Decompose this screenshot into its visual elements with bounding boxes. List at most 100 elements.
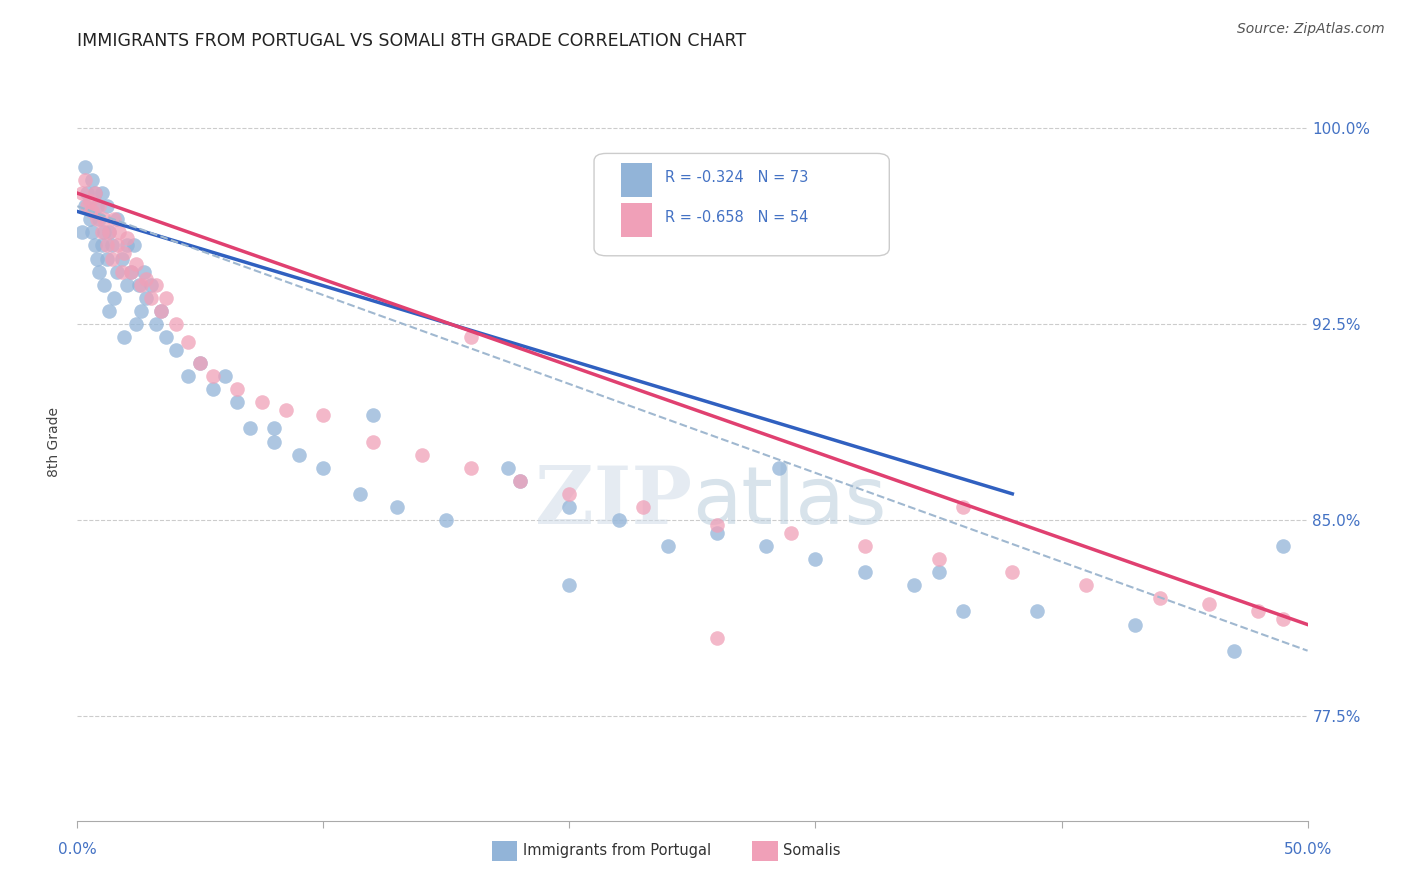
Point <box>928 552 950 566</box>
Point <box>79 212 101 227</box>
Point <box>349 487 371 501</box>
Point <box>150 303 173 318</box>
Point <box>903 578 925 592</box>
Point <box>952 500 974 514</box>
Point <box>633 500 655 514</box>
Point <box>188 356 212 370</box>
Point <box>263 434 285 449</box>
Point <box>112 330 135 344</box>
Point <box>76 186 98 201</box>
Point <box>98 226 121 240</box>
Point <box>755 539 778 553</box>
Point <box>177 369 200 384</box>
Point <box>89 199 111 213</box>
Point <box>132 264 155 278</box>
Point <box>706 518 728 533</box>
Point <box>101 252 124 266</box>
Point <box>96 238 118 252</box>
Text: ZIP: ZIP <box>536 463 693 541</box>
Point <box>82 173 104 187</box>
Point <box>70 186 93 201</box>
Point <box>86 212 108 227</box>
Point <box>1223 643 1246 657</box>
Point <box>496 460 519 475</box>
Point <box>1001 566 1024 580</box>
Point <box>145 277 167 292</box>
Point <box>312 409 335 423</box>
Point <box>103 291 125 305</box>
Text: 50.0%: 50.0% <box>1284 841 1331 856</box>
Point <box>263 421 285 435</box>
Point <box>1247 605 1270 619</box>
Point <box>86 199 108 213</box>
Point <box>121 264 143 278</box>
Point <box>93 212 115 227</box>
Point <box>115 230 138 244</box>
Point <box>853 539 876 553</box>
Point <box>361 434 384 449</box>
Point <box>706 631 728 645</box>
Point <box>111 264 132 278</box>
Text: Source: ZipAtlas.com: Source: ZipAtlas.com <box>1237 22 1385 37</box>
Point <box>1026 605 1049 619</box>
Point <box>411 448 433 462</box>
Point <box>155 291 177 305</box>
Point <box>201 369 224 384</box>
Point <box>460 460 482 475</box>
Point <box>89 212 111 227</box>
Point <box>853 566 876 580</box>
Point <box>165 343 187 357</box>
Point <box>83 238 105 252</box>
Point <box>768 460 790 475</box>
Point <box>112 246 135 260</box>
Point <box>288 448 311 462</box>
Point <box>804 552 827 566</box>
Point <box>93 277 115 292</box>
Point <box>607 513 630 527</box>
Point <box>90 238 114 252</box>
Point <box>73 199 96 213</box>
Point <box>706 526 728 541</box>
Point <box>105 238 128 252</box>
Point <box>1198 597 1220 611</box>
Point <box>312 460 335 475</box>
Bar <box>621 163 652 197</box>
Point <box>129 303 153 318</box>
Point <box>141 291 163 305</box>
Point <box>1272 539 1295 553</box>
FancyBboxPatch shape <box>595 153 890 256</box>
Point <box>188 356 212 370</box>
Point <box>105 264 128 278</box>
Text: Somalis: Somalis <box>783 844 841 858</box>
Point <box>385 500 409 514</box>
Point <box>83 186 105 201</box>
Point <box>460 330 482 344</box>
Text: Immigrants from Portugal: Immigrants from Portugal <box>523 844 711 858</box>
Point <box>128 277 150 292</box>
Point <box>90 186 114 201</box>
Point <box>135 272 157 286</box>
Point <box>657 539 679 553</box>
Point <box>201 382 224 396</box>
Point <box>82 204 104 219</box>
Point <box>214 369 236 384</box>
Point <box>150 303 173 318</box>
Point <box>165 317 187 331</box>
Point <box>108 226 131 240</box>
Text: IMMIGRANTS FROM PORTUGAL VS SOMALI 8TH GRADE CORRELATION CHART: IMMIGRANTS FROM PORTUGAL VS SOMALI 8TH G… <box>77 32 747 50</box>
Point <box>125 257 148 271</box>
Point <box>928 566 950 580</box>
Point <box>145 317 167 331</box>
Point <box>115 277 138 292</box>
Bar <box>621 202 652 236</box>
Point <box>155 330 177 344</box>
Point <box>1149 591 1171 606</box>
Point <box>141 277 163 292</box>
Point <box>122 238 145 252</box>
Point <box>1272 612 1295 626</box>
Point <box>121 264 143 278</box>
Point <box>129 277 153 292</box>
Point <box>89 264 111 278</box>
Point <box>1125 617 1147 632</box>
Point <box>115 238 138 252</box>
